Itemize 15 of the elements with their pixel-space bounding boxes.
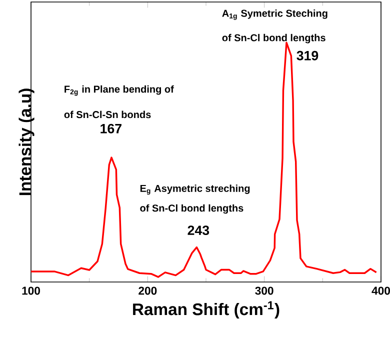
x-tick-label: 300 bbox=[255, 286, 274, 295]
annotation: 319 bbox=[296, 50, 318, 60]
annotation: F$_{2g}$ in Plane bending of bbox=[64, 85, 174, 96]
annotation: of Sn-Cl bond lengths bbox=[222, 34, 326, 44]
x-tick-label: 400 bbox=[372, 286, 390, 295]
annotation: E$_{g}$ Asymetric streching bbox=[140, 184, 250, 195]
x-axis-title: Raman Shift (cm$^{-1}$) bbox=[133, 301, 280, 319]
y-axis-title: Intensity (a.u) bbox=[18, 88, 34, 196]
x-tick-label: 200 bbox=[138, 286, 157, 295]
annotation: of Sn-Cl-Sn bonds bbox=[64, 110, 151, 118]
annotation: of Sn-Cl bond lengths bbox=[140, 204, 244, 214]
annotation: 167 bbox=[100, 124, 122, 134]
x-tick-label: 100 bbox=[22, 286, 40, 295]
text: A$_{1g}$ Symetric Steching bbox=[222, 10, 328, 20]
annotation: 243 bbox=[188, 226, 210, 236]
